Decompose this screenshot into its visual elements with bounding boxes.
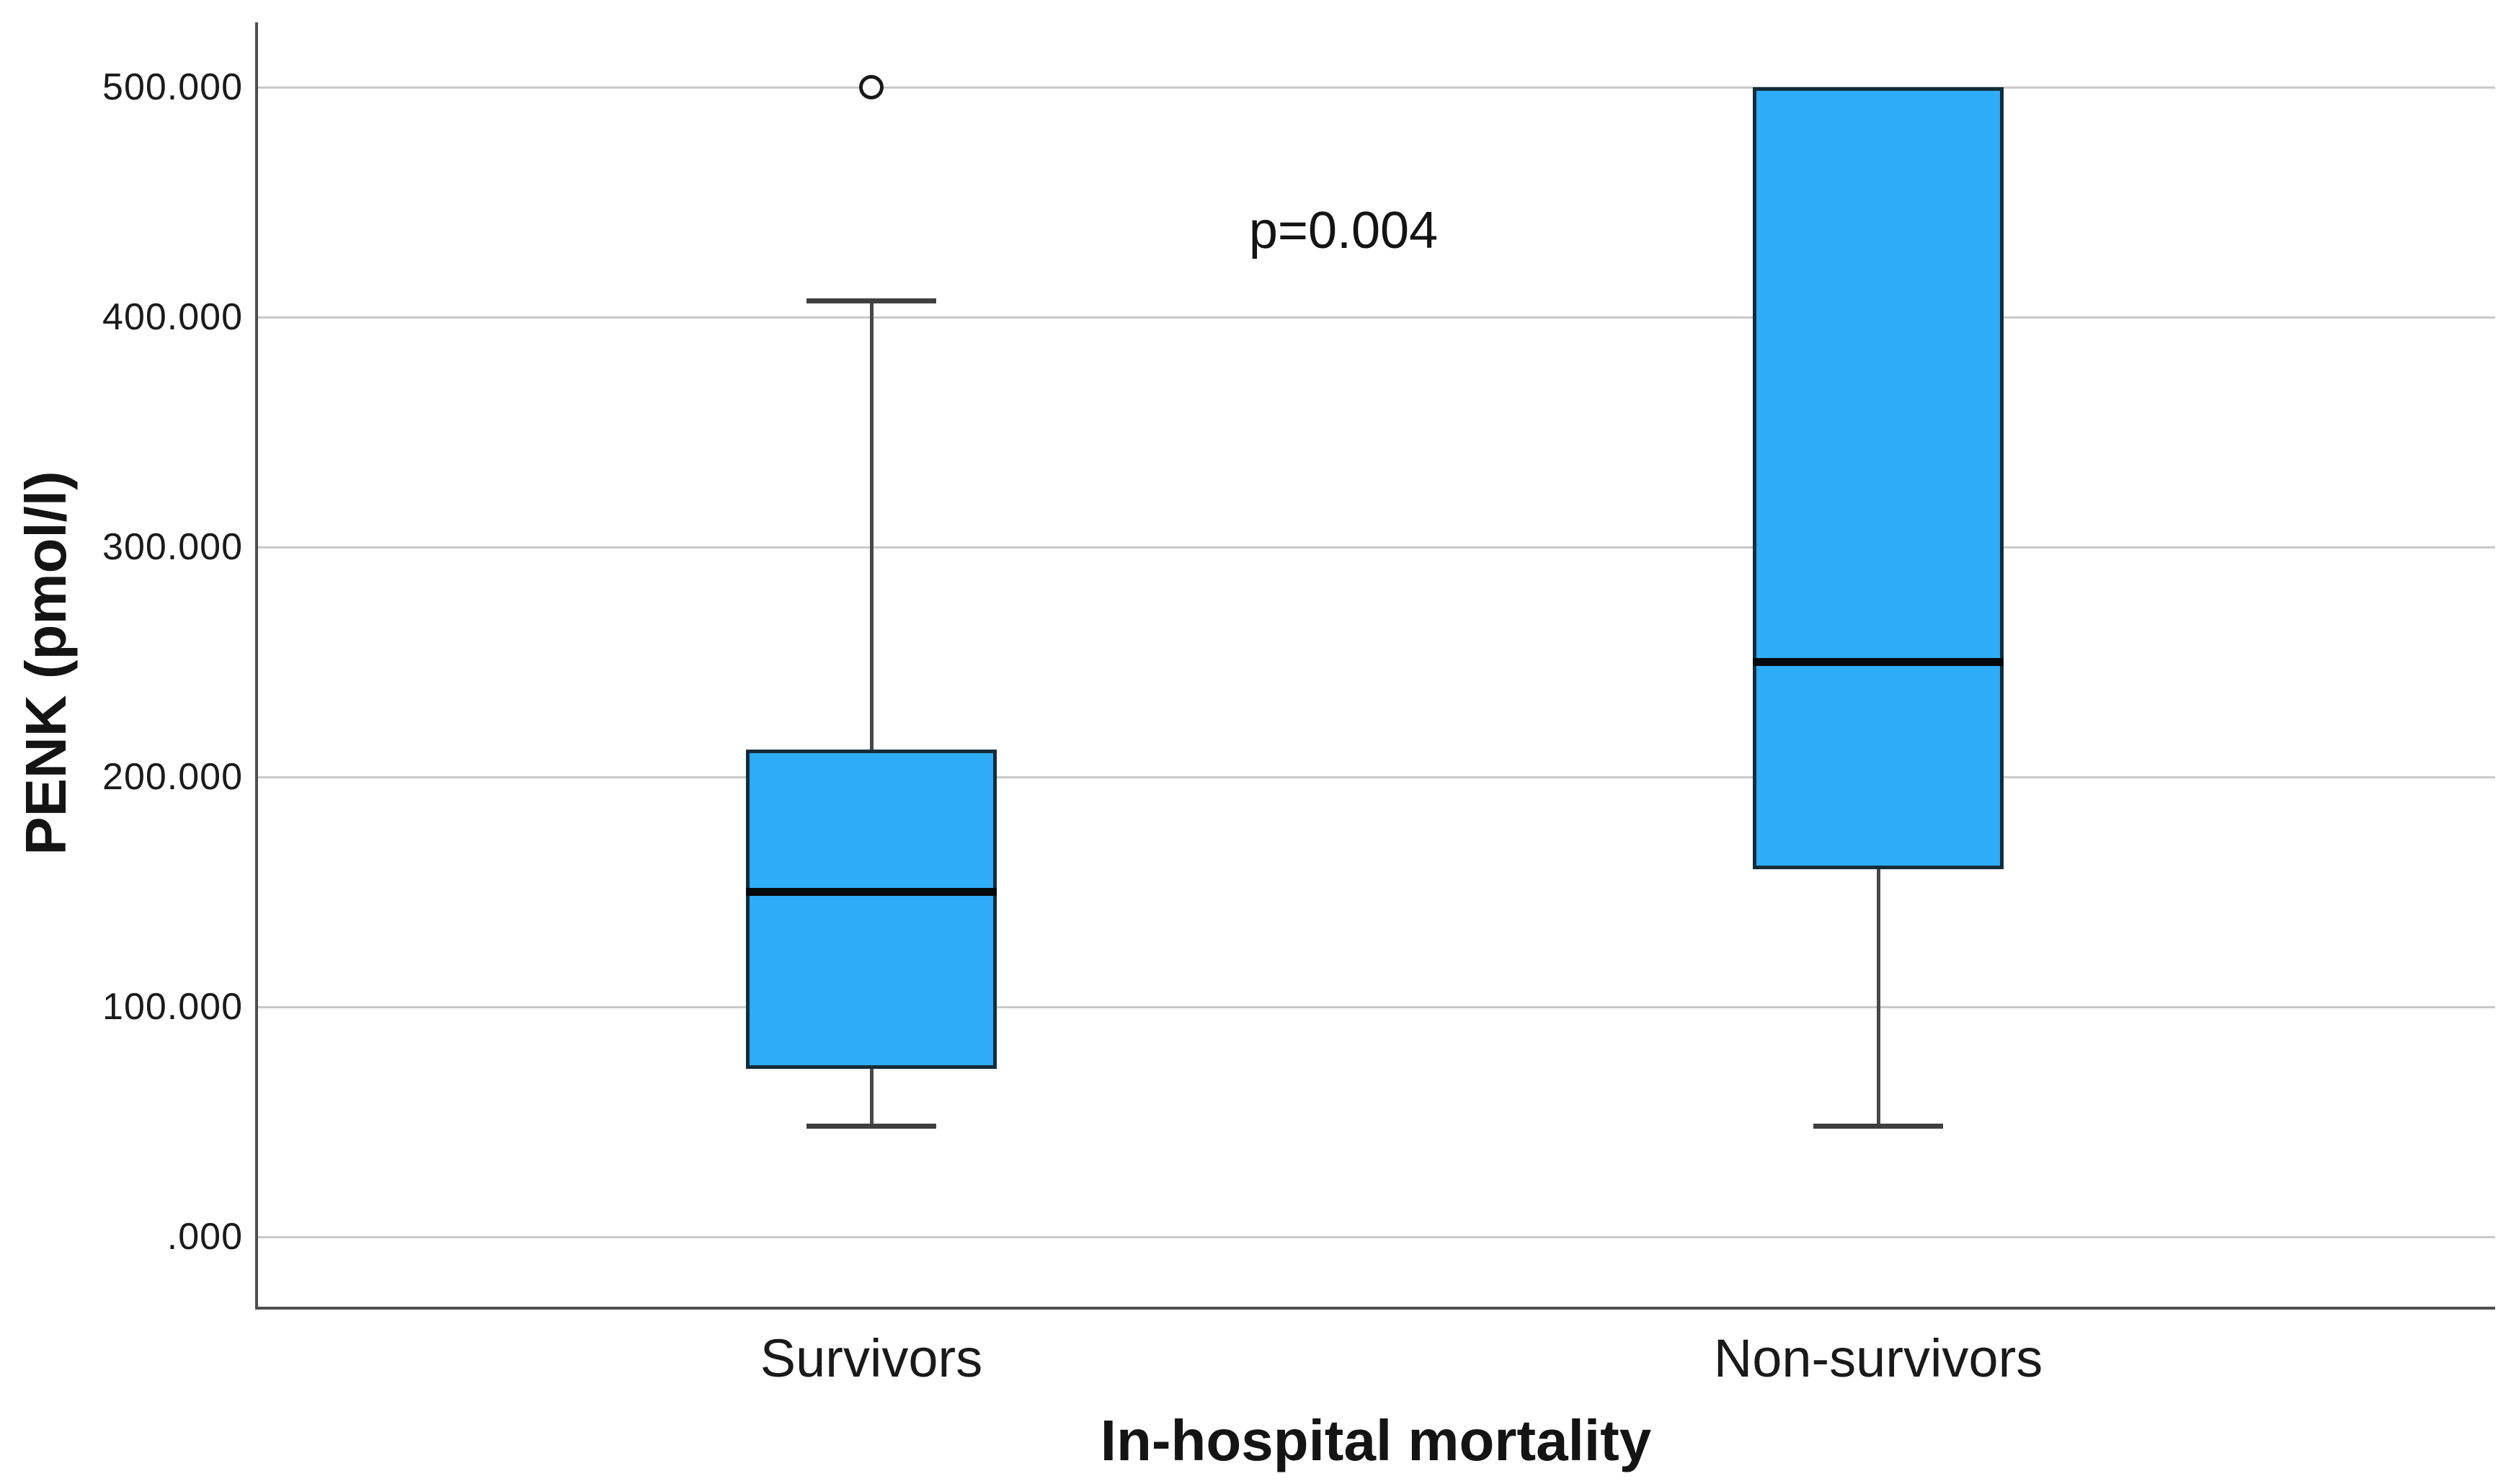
- upper-whisker-line: [869, 301, 874, 750]
- y-tick-label: 100.000: [102, 986, 243, 1028]
- gridline: [258, 316, 2495, 319]
- y-axis-line: [255, 22, 258, 1310]
- lower-whisker-line: [1876, 868, 1880, 1127]
- x-axis-line: [255, 1307, 2495, 1310]
- outlier-point: [859, 75, 884, 99]
- y-tick-label: .000: [166, 1216, 243, 1258]
- upper-whisker-cap: [806, 298, 936, 304]
- gridline: [258, 1005, 2495, 1008]
- y-tick-label: 200.000: [102, 756, 243, 798]
- median-line: [746, 888, 997, 896]
- lower-whisker-cap: [806, 1124, 936, 1129]
- gridline: [258, 86, 2495, 89]
- lower-whisker-line: [869, 1069, 874, 1127]
- median-line: [1753, 658, 2004, 666]
- category-label-non-survivors: Non-survivors: [1713, 1328, 2043, 1388]
- gridline: [258, 776, 2495, 778]
- category-label-survivors: Survivors: [760, 1328, 983, 1388]
- gridline: [258, 1235, 2495, 1238]
- y-tick-label: 300.000: [102, 526, 243, 568]
- p-value-annotation: p=0.004: [1248, 202, 1439, 259]
- y-tick-label: 500.000: [102, 66, 243, 108]
- y-axis-title: PENK (pmol/l): [14, 471, 78, 856]
- y-tick-label: 400.000: [102, 296, 243, 338]
- box-non-survivors: [1753, 87, 2004, 869]
- box-survivors: [746, 749, 997, 1070]
- gridline: [258, 546, 2495, 548]
- x-axis-title: In-hospital mortality: [1100, 1408, 1652, 1472]
- lower-whisker-cap: [1813, 1124, 1943, 1129]
